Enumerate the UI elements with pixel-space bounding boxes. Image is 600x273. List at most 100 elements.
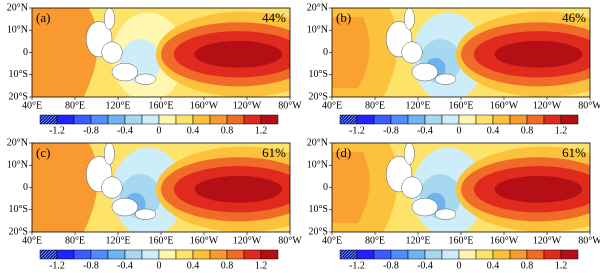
lon-label: 40°E <box>22 100 42 111</box>
lat-label: 20°N <box>307 137 328 148</box>
lon-label: 80°E <box>365 235 385 246</box>
colorbar-box <box>458 114 477 125</box>
colorbar-box <box>226 114 245 125</box>
colorbar-label: 0 <box>157 260 162 271</box>
colorbar-box <box>107 249 126 260</box>
field-west2 <box>332 151 370 224</box>
lat-label: 10°N <box>7 160 28 171</box>
colorbar-label: 1.2 <box>255 125 268 136</box>
colorbar-label: 0.8 <box>221 260 234 271</box>
colorbar-box <box>492 114 511 125</box>
colorbar-box <box>458 249 477 260</box>
land <box>111 197 139 217</box>
colorbar-label: -1.2 <box>349 125 365 136</box>
lon-label: 120°W <box>233 100 262 111</box>
lon-label: 80°E <box>365 100 385 111</box>
colorbar-box <box>260 114 279 125</box>
colorbar-label: 0.4 <box>187 125 200 136</box>
colorbar-box <box>543 114 562 125</box>
colorbar-label: 0 <box>457 125 462 136</box>
colorbar-box <box>226 249 245 260</box>
lon-label: 160°E <box>448 235 473 246</box>
colorbar-label: -0.8 <box>83 260 99 271</box>
lon-label: 80°W <box>278 100 302 111</box>
land <box>134 208 157 220</box>
colorbar-box <box>560 114 579 125</box>
colorbar-box <box>509 249 528 260</box>
land <box>101 41 123 64</box>
colorbar-label: 1.2 <box>555 260 568 271</box>
colorbar-box <box>407 114 426 125</box>
colorbar-box <box>475 249 494 260</box>
panel: (c) 61% 20°N 10°N 0 10°S 20°S40°E 80°E 120°E 160°… <box>7 137 303 271</box>
colorbar-label: 0.8 <box>521 260 534 271</box>
colorbar-box <box>407 249 426 260</box>
colorbar-box <box>141 249 160 260</box>
colorbar-box <box>543 249 562 260</box>
colorbar-label: -0.4 <box>117 125 133 136</box>
lon-label: 160°W <box>490 100 519 111</box>
colorbar-box <box>158 249 177 260</box>
colorbar-box <box>373 249 392 260</box>
colorbar-box <box>90 249 109 260</box>
field-east4 <box>194 175 283 203</box>
land <box>101 176 123 199</box>
lon-label: 40°E <box>322 235 342 246</box>
panel-label: (d) <box>336 145 351 160</box>
colorbar-label: 0 <box>457 260 462 271</box>
land <box>111 62 139 82</box>
land <box>134 73 157 85</box>
colorbar-box <box>192 249 211 260</box>
colorbar-box <box>260 249 279 260</box>
colorbar-label: 0.4 <box>187 260 200 271</box>
lon-label: 160°E <box>148 235 173 246</box>
colorbar-box <box>107 114 126 125</box>
colorbar-box <box>158 114 177 125</box>
panel-percent: 61% <box>262 145 286 160</box>
lon-label: 120°E <box>405 235 430 246</box>
colorbar-box <box>356 114 375 125</box>
panel-percent: 46% <box>562 10 586 25</box>
panel-label: (a) <box>36 10 50 25</box>
lat-label: 0 <box>23 182 28 193</box>
colorbar-label: 1.2 <box>255 260 268 271</box>
lon-label: 120°E <box>405 100 430 111</box>
colorbar-box <box>175 114 194 125</box>
colorbar-label: 0 <box>157 125 162 136</box>
panel-label: (b) <box>336 10 351 25</box>
colorbar-label: -0.8 <box>383 125 399 136</box>
lat-label: 20°N <box>307 2 328 13</box>
land <box>401 41 423 64</box>
lon-label: 120°W <box>233 235 262 246</box>
colorbar-label: -1.2 <box>349 260 365 271</box>
colorbar-box <box>124 114 143 125</box>
land <box>434 208 457 220</box>
colorbar-label: -0.4 <box>417 125 433 136</box>
field-east4 <box>494 175 583 203</box>
lat-label: 20°N <box>7 137 28 148</box>
lat-label: 20°S <box>308 226 328 237</box>
panel: (d) 61% 20°N 10°N 0 10°S 20°S40°E 80°E 120°E 160°… <box>307 137 600 271</box>
colorbar-box <box>39 114 58 125</box>
lon-label: 120°W <box>533 235 562 246</box>
colorbar-label: -0.8 <box>383 260 399 271</box>
colorbar-box <box>243 114 262 125</box>
lat-label: 20°S <box>308 91 328 102</box>
map-field <box>32 8 290 97</box>
colorbar-box <box>209 249 228 260</box>
panel: (a) 44% 20°N 10°N 0 10°S 20°S40°E 80°E 120°E 160°… <box>7 2 303 136</box>
lon-label: 80°W <box>278 235 302 246</box>
colorbar-box <box>441 249 460 260</box>
lon-label: 80°E <box>65 100 85 111</box>
field-west2 <box>32 151 70 224</box>
map-field <box>332 143 590 232</box>
lat-label: 10°N <box>307 160 328 171</box>
colorbar-box <box>192 114 211 125</box>
lat-label: 10°N <box>7 25 28 36</box>
panel-percent: 61% <box>562 145 586 160</box>
land <box>403 8 415 30</box>
colorbar-box <box>73 114 92 125</box>
lat-label: 0 <box>23 47 28 58</box>
colorbar-box <box>424 249 443 260</box>
